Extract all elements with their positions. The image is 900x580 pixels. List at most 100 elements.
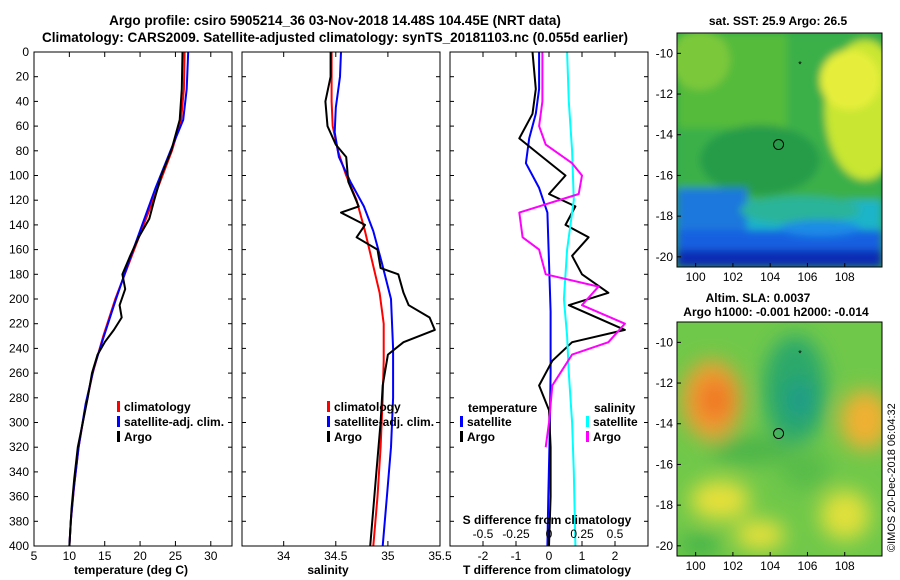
depth-tick-label: 40 <box>16 94 30 108</box>
depth-tick-labels: 0 20 40 60 80 100 120 140 160 180 200 220 240 260 280 3… <box>9 45 29 553</box>
map-y-tick-label: -14 <box>656 417 674 431</box>
x-tick-label: -1 <box>511 549 522 563</box>
map-y-tick-label: -12 <box>656 376 674 390</box>
map-x-tick-label: 100 <box>686 270 706 284</box>
temperature-axis-label: temperature (deg C) <box>74 563 188 577</box>
map-y-tick-label: -10 <box>656 46 674 60</box>
x-tick-label: -2 <box>478 549 489 563</box>
x-tick-label: 25 <box>169 549 183 563</box>
temperature-panel: 5 10 15 20 25 30 0 20 40 60 80 100 120 140 160 180 200 2… <box>9 45 233 577</box>
depth-tick-label: 80 <box>16 144 30 158</box>
depth-tick-label: 400 <box>9 539 29 553</box>
depth-tick-label: 180 <box>9 267 29 281</box>
map-x-tick-label: 108 <box>835 559 855 573</box>
x-tick-label: 34 <box>277 549 291 563</box>
x-tick-label: 34.5 <box>324 549 348 563</box>
map-y-tick-label: -20 <box>656 250 674 264</box>
figure-title-line1: Argo profile: csiro 5905214_36 03-Nov-20… <box>109 13 561 28</box>
x-tick-label: 0 <box>546 549 553 563</box>
depth-tick-label: 200 <box>9 292 29 306</box>
x-tick-label: 30 <box>204 549 218 563</box>
difference-x-ticks: -2 -1 0 1 2 <box>450 51 648 563</box>
x-tick-label: 1 <box>579 549 586 563</box>
depth-tick-label: 280 <box>9 391 29 405</box>
legend-swatch-argo <box>117 431 120 442</box>
sst-map-frame <box>676 32 883 268</box>
series-line-argo <box>68 52 184 546</box>
difference-panel: -2 -1 0 1 2 S difference from climatology -0… <box>449 51 649 577</box>
depth-tick-label: 100 <box>9 169 29 183</box>
legend-label-t-satellite: satellite <box>467 415 512 429</box>
legend-label-s-satellite: satellite <box>593 415 638 429</box>
legend-swatch-s-argo <box>586 431 589 442</box>
legend-swatch-climatology <box>327 401 330 412</box>
sst-map-ticks: 100 102 104 106 108 -10 -12 -14 -16 -18 -20 <box>656 46 855 284</box>
map-x-tick-label: 108 <box>835 270 855 284</box>
series-line-s-argo <box>518 52 626 448</box>
legend-swatch-satellite <box>327 416 330 427</box>
depth-tick-label: 120 <box>9 193 29 207</box>
map-y-tick-label: -20 <box>656 539 674 553</box>
legend-swatch-satellite <box>117 416 120 427</box>
depth-tick-label: 320 <box>9 440 29 454</box>
series-line-satellite-adj-clim- <box>68 52 190 546</box>
salinity-x-ticks: 34 34.5 35 35.5 <box>242 51 452 563</box>
sla-map-title-line2: Argo h1000: -0.001 h2000: -0.014 <box>683 305 869 319</box>
s-diff-tick-label: 0.5 <box>607 527 624 541</box>
sla-heatmap <box>677 322 882 556</box>
legend-label-t-argo: Argo <box>467 430 495 444</box>
depth-tick-label: 360 <box>9 490 29 504</box>
depth-tick-label: 240 <box>9 341 29 355</box>
sst-map-title: sat. SST: 25.9 Argo: 26.5 <box>709 14 848 28</box>
depth-tick-label: 140 <box>9 218 29 232</box>
s-difference-ticks: -0.5 -0.25 0 0.25 0.5 <box>473 527 624 541</box>
salinity-legend: climatology satellite-adj. clim. Argo <box>327 400 434 444</box>
series-line-argo <box>324 52 436 546</box>
depth-tick-label: 20 <box>16 70 30 84</box>
map-x-tick-label: 106 <box>797 270 817 284</box>
sst-star-marker: * <box>798 60 802 70</box>
salinity-axis-label: salinity <box>307 563 349 577</box>
sla-map-title-line1: Altim. SLA: 0.0037 <box>706 291 811 305</box>
salinity-frame <box>241 51 441 547</box>
map-y-tick-label: -10 <box>656 335 674 349</box>
salinity-series <box>324 52 436 546</box>
temperature-legend: climatology satellite-adj. clim. Argo <box>117 400 224 444</box>
legend-label-climatology: climatology <box>334 400 401 414</box>
s-diff-tick-label: -0.25 <box>502 527 530 541</box>
s-diff-tick-label: 0.25 <box>570 527 594 541</box>
map-x-tick-label: 102 <box>723 270 743 284</box>
depth-tick-label: 260 <box>9 366 29 380</box>
x-tick-label: 20 <box>133 549 147 563</box>
temperature-x-ticks: 5 10 15 20 25 30 <box>31 51 232 563</box>
map-y-tick-label: -18 <box>656 209 674 223</box>
sla-map-ticks: 100 102 104 106 108 -10 -12 -14 -16 -18 -20 <box>656 335 855 573</box>
legend-swatch-climatology <box>117 401 120 412</box>
sla-map-frame <box>676 321 883 557</box>
depth-tick-label: 0 <box>22 45 29 59</box>
sst-map-panel: sat. SST: 25.9 Argo: 26.5 100 102 104 106 10… <box>656 14 883 284</box>
difference-legend: temperature satellite Argo salinity sate… <box>460 401 638 444</box>
sst-argo-position-marker <box>773 139 785 151</box>
depth-tick-label: 380 <box>9 514 29 528</box>
temperature-frame <box>33 51 233 547</box>
figure-title-line2: Climatology: CARS2009. Satellite-adjuste… <box>42 30 628 45</box>
series-line-t-argo <box>518 52 626 546</box>
x-tick-label: 5 <box>31 549 38 563</box>
x-tick-label: 35 <box>381 549 395 563</box>
legend-label-climatology: climatology <box>124 400 191 414</box>
x-tick-label: 2 <box>612 549 619 563</box>
map-x-tick-label: 100 <box>686 559 706 573</box>
legend-title-temperature: temperature <box>468 401 538 415</box>
series-line-climatology <box>68 52 186 546</box>
legend-title-salinity: salinity <box>594 401 636 415</box>
legend-swatch-t-satellite <box>460 416 463 427</box>
s-diff-tick-label: -0.5 <box>473 527 494 541</box>
x-tick-label: 35.5 <box>428 549 452 563</box>
sst-heatmap <box>677 33 882 267</box>
depth-tick-label: 60 <box>16 119 30 133</box>
depth-tick-label: 300 <box>9 416 29 430</box>
map-x-tick-label: 104 <box>760 270 780 284</box>
sla-map-panel: Altim. SLA: 0.0037 Argo h1000: -0.001 h2… <box>656 291 883 573</box>
